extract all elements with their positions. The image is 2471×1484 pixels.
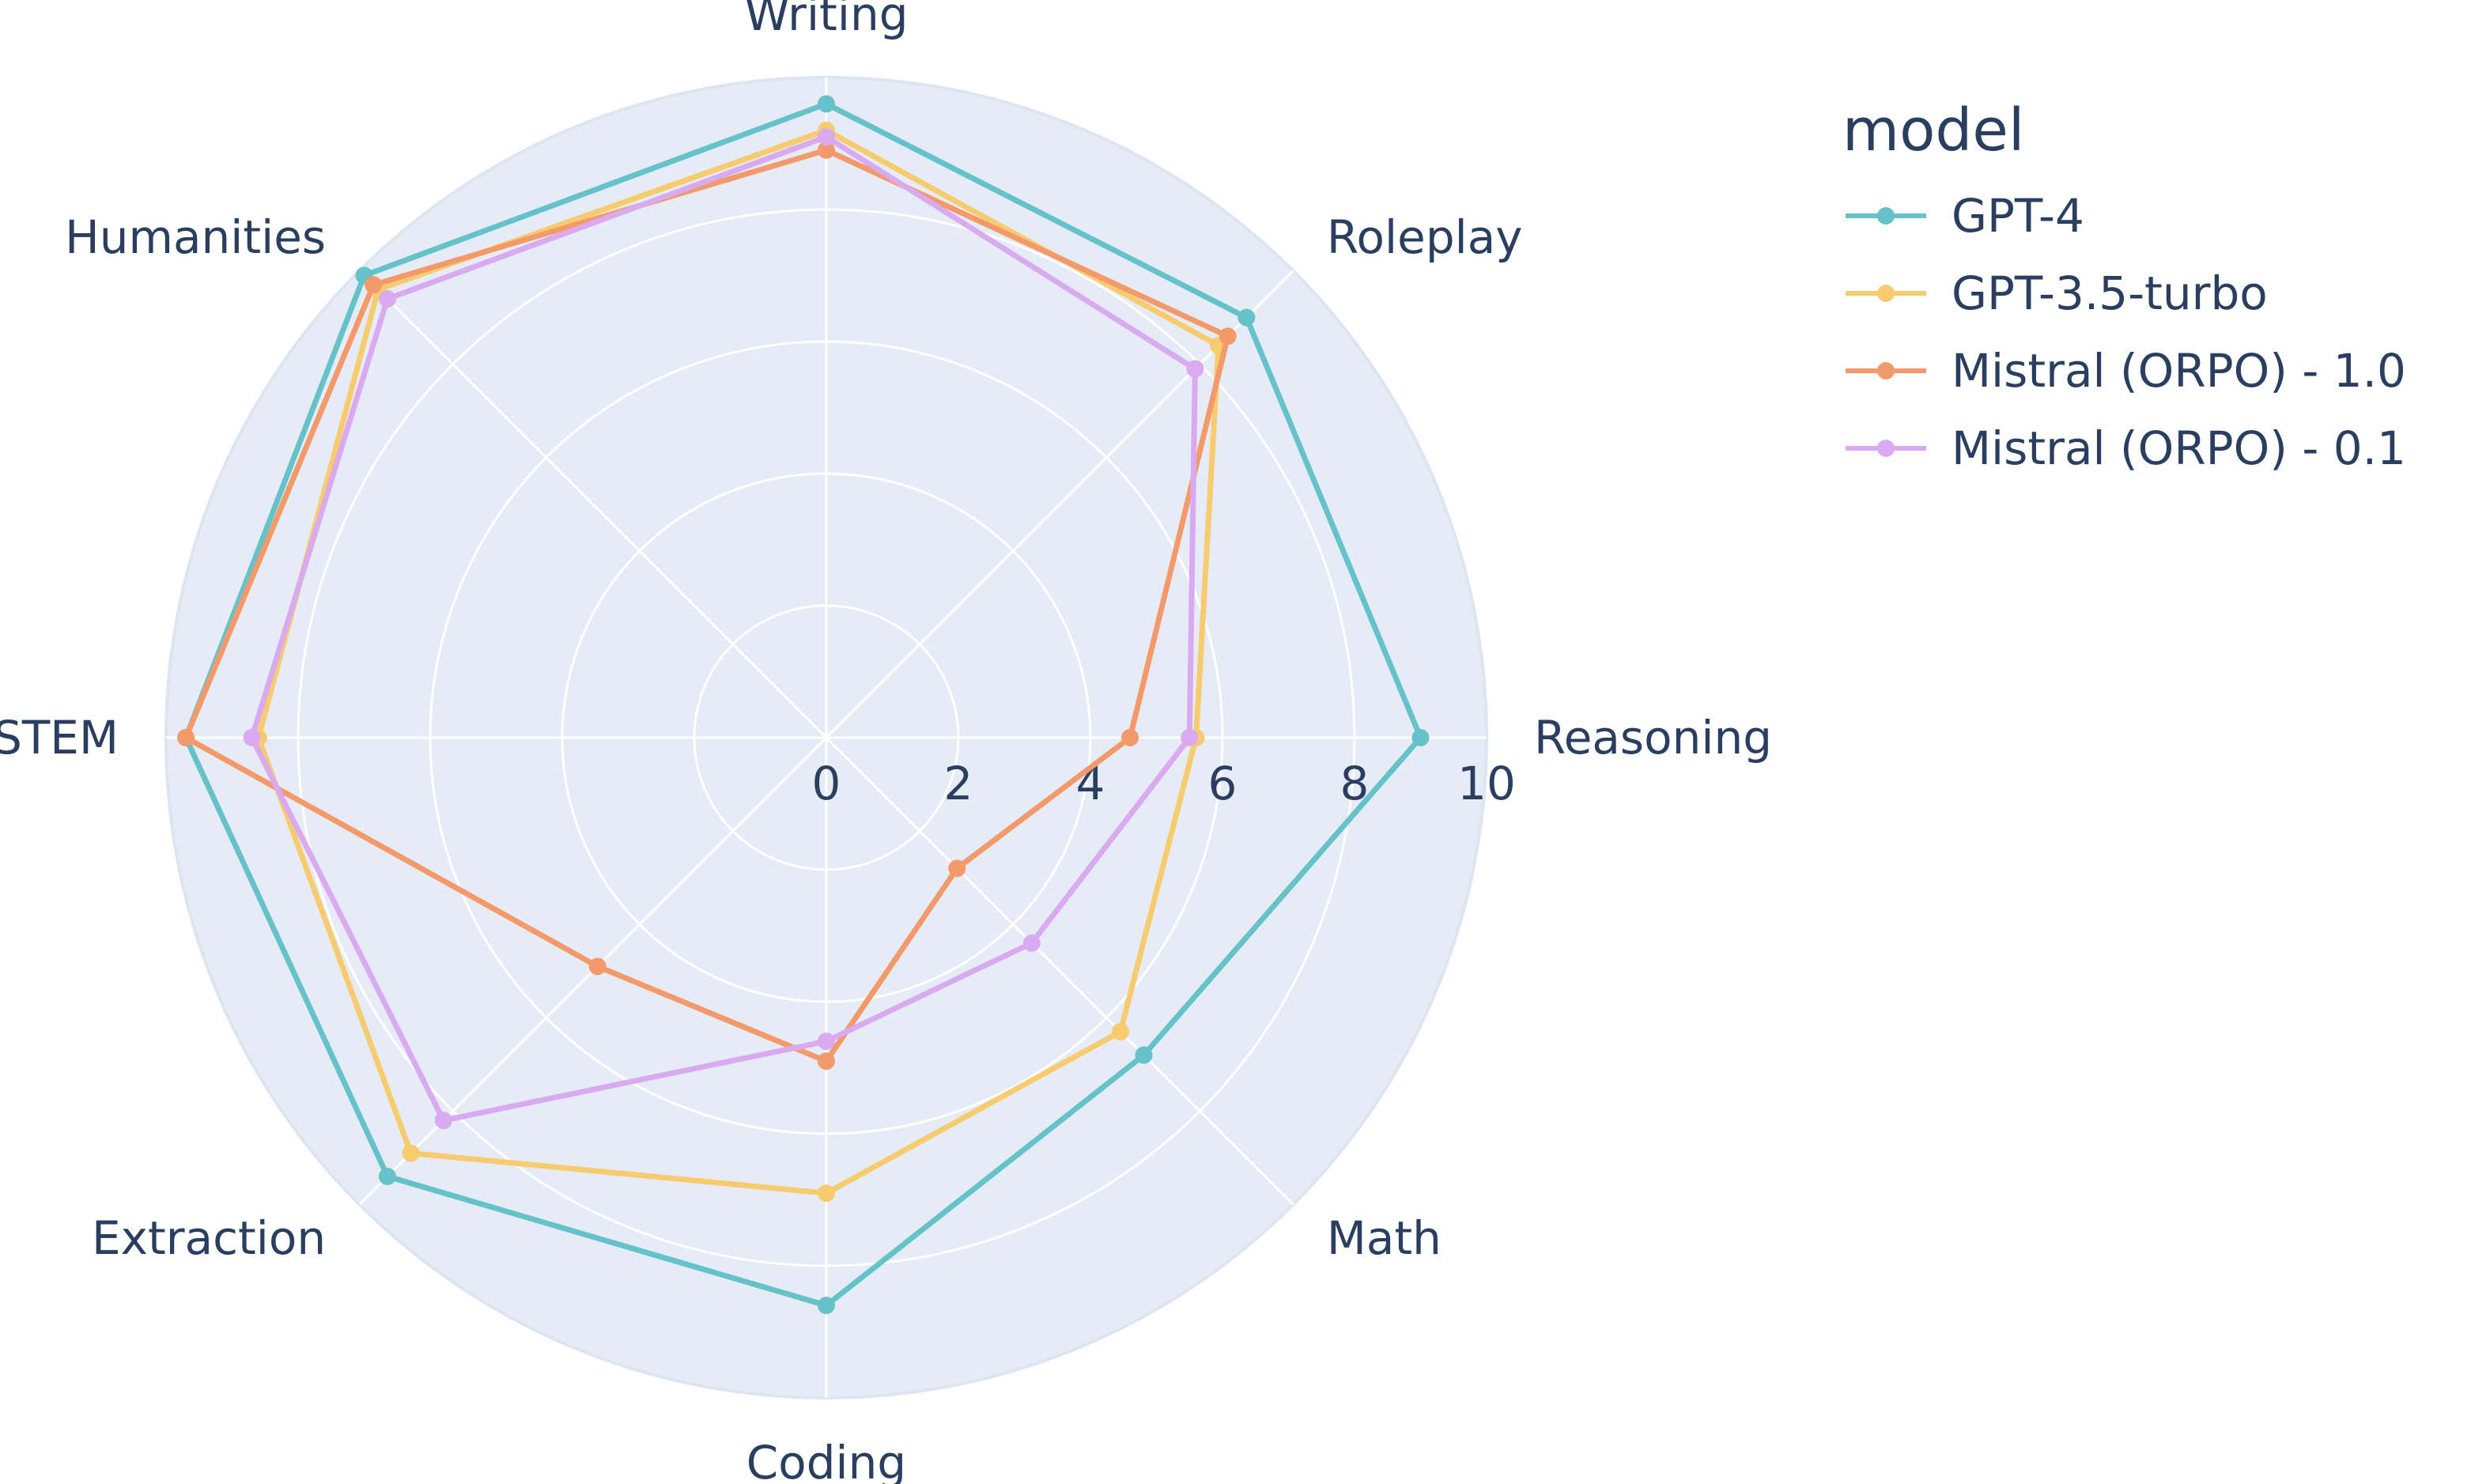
series-layer bbox=[177, 95, 1430, 1315]
point-gpt-4-roleplay[interactable] bbox=[1237, 308, 1256, 327]
legend-item-gpt-4[interactable]: GPT-4 bbox=[1842, 177, 2406, 255]
point-gpt-4-writing[interactable] bbox=[818, 95, 835, 113]
legend-label-mistral-orpo-0-1: Mistral (ORPO) - 0.1 bbox=[1951, 421, 2406, 475]
point-gpt-4-coding[interactable] bbox=[818, 1297, 835, 1315]
point-mistral-orpo-1-0-coding[interactable] bbox=[818, 1052, 835, 1071]
series-mistral-orpo-0-1 bbox=[243, 128, 1204, 1130]
legend-label-gpt-4: GPT-4 bbox=[1951, 189, 2084, 243]
polar-grid bbox=[164, 76, 1488, 1399]
point-gpt-4-reasoning[interactable] bbox=[1411, 729, 1430, 746]
axis-label-reasoning: Reasoning bbox=[1534, 711, 1772, 765]
spoke-math bbox=[825, 736, 1294, 1206]
legend-swatch-gpt-4 bbox=[1846, 207, 1926, 225]
radar-chart: Writing Roleplay Reasoning Math Coding Extrac… bbox=[0, 0, 1772, 1484]
axis-label-writing: Writing bbox=[744, 0, 908, 41]
legend-item-gpt-3-5-turbo[interactable]: GPT-3.5-turbo bbox=[1842, 255, 2406, 332]
legend-label-gpt-3-5-turbo: GPT-3.5-turbo bbox=[1951, 266, 2268, 320]
point-mistral-orpo-0-1-extraction[interactable] bbox=[434, 1112, 452, 1130]
legend-swatch-gpt-3-5-turbo bbox=[1846, 285, 1926, 302]
point-mistral-orpo-1-0-reasoning[interactable] bbox=[1121, 729, 1139, 746]
point-mistral-orpo-1-0-math[interactable] bbox=[948, 859, 966, 878]
legend-swatch-mistral-orpo-1-0 bbox=[1846, 362, 1926, 379]
axis-label-math: Math bbox=[1327, 1211, 1441, 1265]
point-mistral-orpo-0-1-math[interactable] bbox=[1022, 934, 1041, 952]
point-mistral-orpo-0-1-stem[interactable] bbox=[243, 729, 261, 746]
point-gpt-4-extraction[interactable] bbox=[378, 1168, 396, 1186]
point-mistral-orpo-0-1-roleplay[interactable] bbox=[1186, 360, 1204, 378]
radial-tick-0: 0 bbox=[812, 757, 841, 810]
axis-label-humanities: Humanities bbox=[65, 210, 326, 264]
point-gpt-3-5-turbo-coding[interactable] bbox=[818, 1184, 835, 1203]
point-gpt-3-5-turbo-extraction[interactable] bbox=[402, 1144, 420, 1162]
point-mistral-orpo-1-0-roleplay[interactable] bbox=[1218, 327, 1237, 346]
point-mistral-orpo-1-0-humanities[interactable] bbox=[365, 276, 383, 294]
legend-item-mistral-orpo-1-0[interactable]: Mistral (ORPO) - 1.0 bbox=[1842, 332, 2406, 410]
point-mistral-orpo-1-0-writing[interactable] bbox=[818, 141, 835, 159]
radial-tick-labels: 0 2 4 6 8 10 bbox=[812, 757, 1516, 810]
point-mistral-orpo-0-1-reasoning[interactable] bbox=[1181, 729, 1199, 746]
spoke-humanities bbox=[358, 270, 828, 739]
point-mistral-orpo-1-0-stem[interactable] bbox=[177, 729, 195, 746]
axis-label-roleplay: Roleplay bbox=[1327, 210, 1523, 264]
point-mistral-orpo-0-1-writing[interactable] bbox=[818, 128, 835, 146]
point-mistral-orpo-0-1-coding[interactable] bbox=[818, 1033, 835, 1051]
point-gpt-4-math[interactable] bbox=[1135, 1046, 1153, 1064]
legend-title: model bbox=[1842, 96, 2025, 164]
legend-item-mistral-orpo-0-1[interactable]: Mistral (ORPO) - 0.1 bbox=[1842, 410, 2406, 487]
point-mistral-orpo-0-1-humanities[interactable] bbox=[378, 289, 396, 308]
axis-label-stem: STEM bbox=[0, 711, 119, 765]
radial-tick-2: 2 bbox=[944, 757, 973, 810]
legend-swatch-mistral-orpo-0-1 bbox=[1846, 440, 1926, 457]
point-mistral-orpo-1-0-extraction[interactable] bbox=[588, 957, 606, 976]
radial-tick-10: 10 bbox=[1457, 757, 1516, 810]
axis-label-coding: Coding bbox=[746, 1436, 907, 1484]
legend-label-mistral-orpo-1-0: Mistral (ORPO) - 1.0 bbox=[1951, 344, 2406, 398]
radial-tick-6: 6 bbox=[1208, 757, 1237, 810]
series-gpt-4 bbox=[177, 95, 1430, 1315]
axis-label-extraction: Extraction bbox=[92, 1211, 326, 1265]
angular-axis-labels: Writing Roleplay Reasoning Math Coding Extrac… bbox=[0, 0, 1772, 1484]
legend: model GPT-4 GPT-3.5-turbo Mistral (ORPO)… bbox=[1842, 95, 2406, 487]
point-gpt-3-5-turbo-math[interactable] bbox=[1111, 1022, 1129, 1040]
